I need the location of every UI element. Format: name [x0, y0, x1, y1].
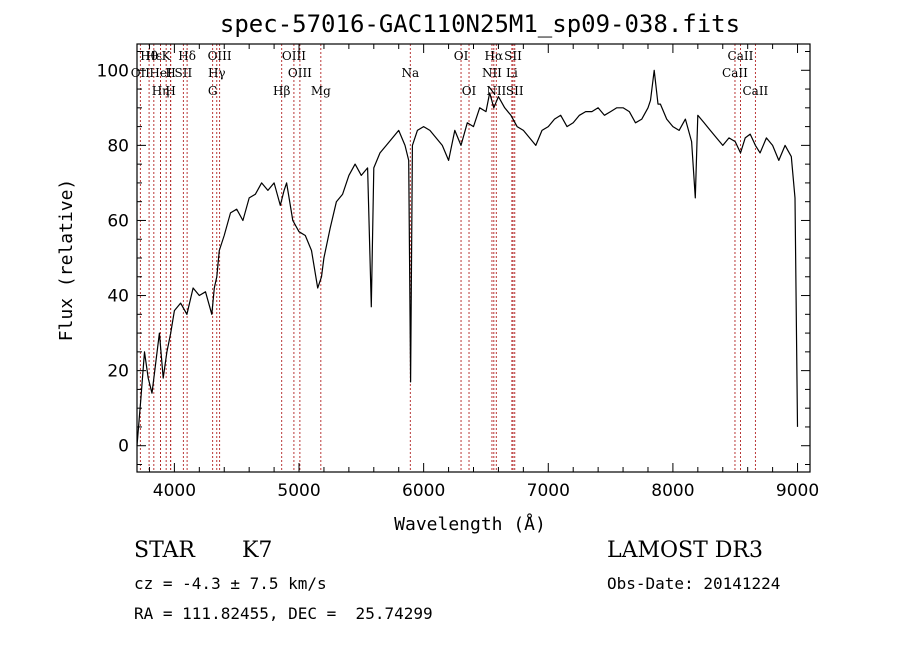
spectral-line-label: G	[208, 84, 218, 98]
spectral-line-label: OI	[462, 84, 477, 98]
y-axis-label: Flux (relative)	[56, 179, 77, 342]
spectral-line-label: SII	[506, 84, 524, 98]
spectral-line-label: HeI	[149, 66, 172, 80]
y-tick-label: 40	[107, 287, 129, 307]
x-axis-ticks: 4000 5000 6000 7000 8000 9000	[148, 44, 819, 501]
observation-date: Obs-Date: 20141224	[607, 574, 781, 593]
x-tick-label: 4000	[153, 481, 196, 501]
y-tick-label: 60	[107, 211, 129, 231]
spectral-line-label: Na	[401, 66, 419, 80]
spectral-line-label: NII	[482, 66, 502, 80]
survey-name: LAMOST DR3	[607, 538, 763, 563]
spectral-line-markers	[139, 44, 756, 472]
y-tick-label: 20	[107, 362, 129, 382]
x-tick-label: 6000	[402, 481, 445, 501]
spectral-line-label: OIII	[282, 49, 306, 63]
spectral-line-label: CaII	[722, 66, 748, 80]
spectral-line-label: Li	[506, 66, 518, 80]
y-tick-label: 80	[107, 136, 129, 156]
spectral-line-label: SII	[504, 49, 522, 63]
x-axis-label: Wavelength (Å)	[394, 513, 546, 535]
spectral-line-label: Hβ	[273, 84, 290, 98]
object-type: STAR	[134, 538, 195, 563]
spectral-line-label: Hδ	[178, 49, 196, 63]
x-tick-label: 5000	[277, 481, 320, 501]
plot-area-frame	[136, 43, 811, 473]
spectral-line-label: OI	[454, 49, 469, 63]
spectral-line-label: Hγ	[208, 66, 226, 80]
redshift-cz: cz = -4.3 ± 7.5 km/s	[134, 574, 327, 593]
spectral-line-label: OIII	[208, 49, 232, 63]
spectral-line-label: Mg	[311, 84, 331, 98]
spectral-line-label: Hθ	[140, 49, 158, 63]
spectral-line-label: CaII	[742, 84, 768, 98]
spectral-line-label: NII	[486, 84, 506, 98]
object-subclass: K7	[242, 538, 273, 563]
spectral-line-label: CaII	[728, 49, 754, 63]
spectral-line-label: OII	[131, 66, 151, 80]
spectral-line-label: H	[165, 84, 175, 98]
spectrum-series-line	[136, 69, 799, 446]
spectral-line-label: OIII	[288, 66, 312, 80]
x-tick-label: 8000	[651, 481, 694, 501]
y-axis-ticks: 0 20 40 60 80 100	[97, 51, 810, 465]
spectral-line-label: Hη	[152, 84, 170, 98]
y-tick-label: 0	[118, 437, 129, 457]
x-tick-label: 7000	[527, 481, 570, 501]
coordinates-ra-dec: RA = 111.82455, DEC = 25.74299	[134, 604, 433, 623]
spectral-line-label: Hε	[145, 49, 162, 63]
spectral-line-label: Hα	[485, 49, 504, 63]
x-tick-label: 9000	[776, 481, 819, 501]
spectral-line-label: SII	[175, 66, 193, 80]
spectral-line-label: H	[165, 66, 175, 80]
spectral-line-label: K	[162, 49, 172, 63]
chart-title: spec-57016-GAC110N25M1_sp09-038.fits	[220, 10, 740, 38]
y-tick-label: 100	[97, 61, 129, 81]
